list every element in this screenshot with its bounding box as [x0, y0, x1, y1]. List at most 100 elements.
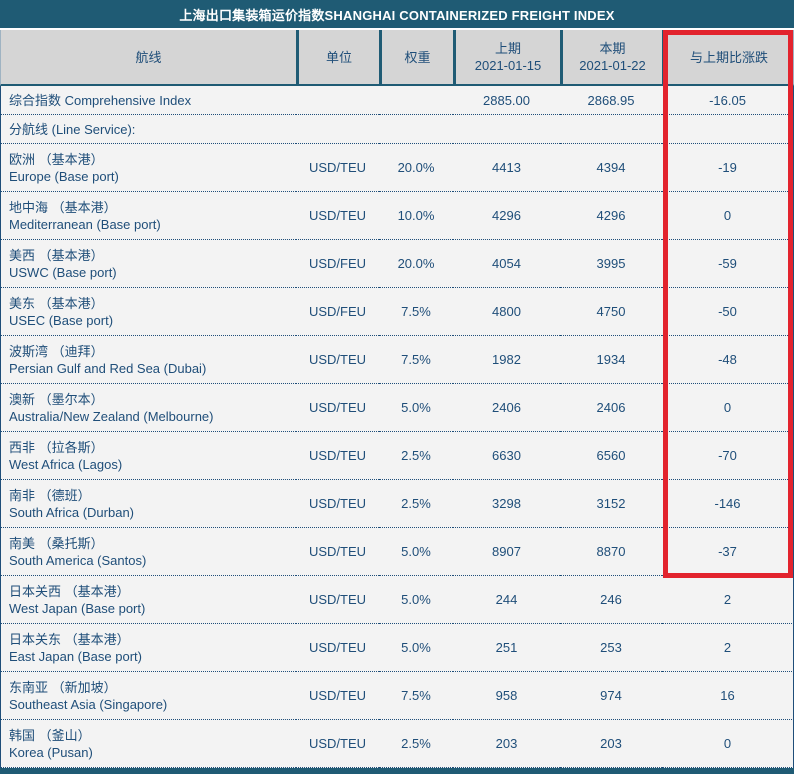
route-name-cn: 美东 （基本港）	[9, 295, 104, 311]
unit-cell	[296, 115, 379, 144]
current-value-cell: 8870	[560, 528, 662, 576]
route-name-en: Persian Gulf and Red Sea (Dubai)	[9, 360, 207, 376]
current-value-cell: 203	[560, 720, 662, 768]
current-value-cell: 2868.95	[560, 86, 662, 115]
route-name-cn: 美西 （基本港）	[9, 247, 104, 263]
previous-value-cell	[453, 115, 560, 144]
unit-cell	[296, 86, 379, 115]
current-value-cell: 3995	[560, 240, 662, 288]
unit-cell: USD/TEU	[296, 624, 379, 672]
route-cell: 美西 （基本港） USWC (Base port)	[0, 240, 296, 288]
weight-cell: 2.5%	[379, 720, 453, 768]
column-header-prev: 上期 2021-01-15	[453, 30, 560, 86]
previous-value-cell: 1982	[453, 336, 560, 384]
column-header-change: 与上期比涨跌	[662, 30, 794, 86]
previous-value-cell: 251	[453, 624, 560, 672]
weight-cell: 5.0%	[379, 384, 453, 432]
route-name-cn: 分航线 (Line Service):	[9, 121, 136, 137]
route-name-en: East Japan (Base port)	[9, 648, 142, 664]
weight-cell: 10.0%	[379, 192, 453, 240]
previous-value-cell: 6630	[453, 432, 560, 480]
change-value-cell: -19	[662, 144, 794, 192]
route-name-en: West Japan (Base port)	[9, 600, 146, 616]
weight-cell: 2.5%	[379, 480, 453, 528]
current-value-cell: 253	[560, 624, 662, 672]
weight-cell: 5.0%	[379, 576, 453, 624]
table-row: 地中海 （基本港） Mediterranean (Base port) USD/TE…	[0, 192, 794, 240]
table-row: 韩国 （釜山） Korea (Pusan) USD/TEU 2.5% 203 203 0	[0, 720, 794, 768]
route-cell: 日本关东 （基本港） East Japan (Base port)	[0, 624, 296, 672]
column-header-weight: 权重	[379, 30, 453, 86]
table-row: 南美 （桑托斯） South America (Santos) USD/TEU 5.0…	[0, 528, 794, 576]
route-cell: 分航线 (Line Service):	[0, 115, 296, 144]
unit-cell: USD/TEU	[296, 480, 379, 528]
table-row: 美西 （基本港） USWC (Base port) USD/FEU 20.0% 4054…	[0, 240, 794, 288]
route-name-en: Europe (Base port)	[9, 168, 119, 184]
table-row: 日本关东 （基本港） East Japan (Base port) USD/TEU 5…	[0, 624, 794, 672]
table-row: 综合指数 Comprehensive Index 2885.00 2868.95 -1…	[0, 86, 794, 115]
previous-value-cell: 2406	[453, 384, 560, 432]
table-row: 南非 （德班） South Africa (Durban) USD/TEU 2.5% 3…	[0, 480, 794, 528]
column-header-curr: 本期 2021-01-22	[560, 30, 662, 86]
column-header-unit: 单位	[296, 30, 379, 86]
scfi-table: 航线 单位 权重 上期 2021-01-15 本期 2021-01-22 与上期比涨跌 综合指…	[0, 30, 794, 768]
weight-cell: 2.5%	[379, 432, 453, 480]
previous-value-cell: 958	[453, 672, 560, 720]
unit-cell: USD/TEU	[296, 432, 379, 480]
route-name-cn: 澳新 （墨尔本）	[9, 391, 104, 407]
route-name-en: South Africa (Durban)	[9, 504, 135, 520]
unit-cell: USD/TEU	[296, 144, 379, 192]
route-name-en: South America (Santos)	[9, 552, 147, 568]
change-value-cell: 2	[662, 576, 794, 624]
table-header-row: 航线 单位 权重 上期 2021-01-15 本期 2021-01-22 与上期比涨跌	[0, 30, 794, 86]
current-value-cell	[560, 115, 662, 144]
column-header-route: 航线	[0, 30, 296, 86]
previous-value-cell: 203	[453, 720, 560, 768]
route-name-cn: 波斯湾 （迪拜）	[9, 343, 104, 359]
route-name-en: West Africa (Lagos)	[9, 456, 123, 472]
table-row: 欧洲 （基本港） Europe (Base port) USD/TEU 20.0% 44…	[0, 144, 794, 192]
weight-cell: 5.0%	[379, 528, 453, 576]
route-name-cn: 南非 （德班）	[9, 487, 91, 503]
route-name-en: Australia/New Zealand (Melbourne)	[9, 408, 214, 424]
route-cell: 南美 （桑托斯） South America (Santos)	[0, 528, 296, 576]
change-value-cell: -59	[662, 240, 794, 288]
route-cell: 西非 （拉各斯） West Africa (Lagos)	[0, 432, 296, 480]
change-value-cell	[662, 115, 794, 144]
previous-value-cell: 4413	[453, 144, 560, 192]
previous-value-cell: 3298	[453, 480, 560, 528]
table-row: 东南亚 （新加坡） Southeast Asia (Singapore) USD/T…	[0, 672, 794, 720]
weight-cell	[379, 86, 453, 115]
unit-cell: USD/TEU	[296, 528, 379, 576]
column-header-label: 与上期比涨跌	[689, 49, 768, 65]
route-cell: 澳新 （墨尔本） Australia/New Zealand (Melbourne…	[0, 384, 296, 432]
weight-cell: 20.0%	[379, 240, 453, 288]
change-value-cell: 16	[662, 672, 794, 720]
route-name-en: USWC (Base port)	[9, 264, 117, 280]
column-header-label: 航线	[135, 49, 162, 65]
route-name-cn: 日本关西 （基本港）	[9, 583, 130, 599]
route-name-en: USEC (Base port)	[9, 312, 114, 328]
column-header-date: 2021-01-22	[579, 58, 646, 73]
previous-value-cell: 244	[453, 576, 560, 624]
table-row: 分航线 (Line Service):	[0, 115, 794, 144]
unit-cell: USD/TEU	[296, 192, 379, 240]
route-name-en: Mediterranean (Base port)	[9, 216, 161, 232]
change-value-cell: -70	[662, 432, 794, 480]
weight-cell	[379, 115, 453, 144]
change-value-cell: -16.05	[662, 86, 794, 115]
change-value-cell: 2	[662, 624, 794, 672]
previous-value-cell: 4800	[453, 288, 560, 336]
change-value-cell: 0	[662, 192, 794, 240]
route-cell: 综合指数 Comprehensive Index	[0, 86, 296, 115]
current-value-cell: 246	[560, 576, 662, 624]
change-value-cell: -37	[662, 528, 794, 576]
change-value-cell: -146	[662, 480, 794, 528]
change-value-cell: -48	[662, 336, 794, 384]
unit-cell: USD/FEU	[296, 288, 379, 336]
change-value-cell: 0	[662, 720, 794, 768]
table-row: 日本关西 （基本港） West Japan (Base port) USD/TEU 5…	[0, 576, 794, 624]
route-cell: 欧洲 （基本港） Europe (Base port)	[0, 144, 296, 192]
column-header-label: 单位	[325, 49, 352, 65]
